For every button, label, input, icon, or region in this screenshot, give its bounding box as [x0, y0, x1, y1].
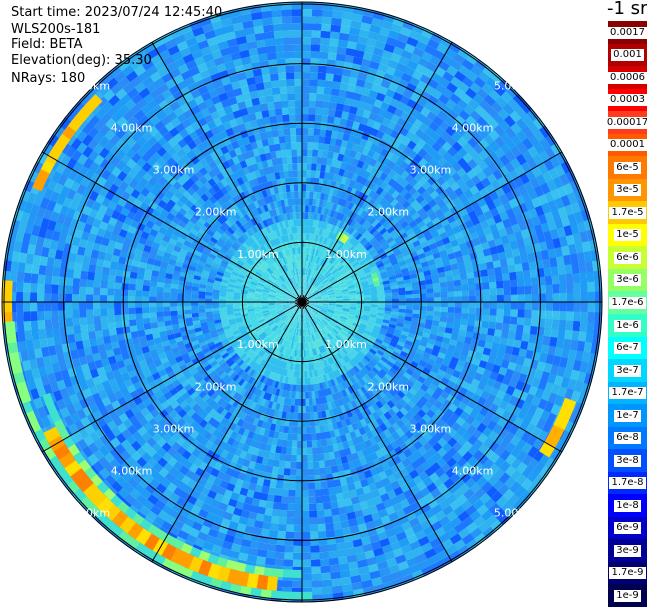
range-ring-label: 3.00km	[410, 422, 452, 435]
colorbar-level: 3e-6	[608, 268, 647, 292]
range-ring-label: 5.00km	[69, 79, 111, 92]
colorbar-level-label: 1.7e-9	[609, 567, 646, 580]
start-time-label: Start time: 2023/07/24 12:45:40	[11, 5, 223, 20]
colorbar-level: 1.7e-5	[608, 201, 647, 225]
colorbar-level: 6e-9	[608, 516, 647, 540]
range-ring-label: 2.00km	[195, 380, 237, 393]
colorbar-level-label: 1.7e-5	[609, 206, 646, 219]
colorbar-level-label: 3e-9	[614, 544, 641, 557]
range-ring-label: 2.00km	[195, 206, 237, 219]
colorbar-level-label: 3e-8	[614, 454, 641, 467]
colorbar-level-label: 6e-9	[614, 522, 641, 535]
range-ring-label: 4.00km	[111, 122, 153, 135]
elevation-label: Elevation(deg): 35.30	[11, 53, 152, 68]
range-ring-label: 2.00km	[368, 380, 410, 393]
colorbar-level: 6e-7	[608, 336, 647, 360]
colorbar-level-label: 1.7e-7	[609, 387, 646, 400]
colorbar-level-label: 0.0003	[608, 94, 647, 107]
range-ring-label: 4.00km	[111, 465, 153, 478]
azimuth-spoke	[301, 41, 453, 303]
colorbar-level: 1e-8	[608, 494, 647, 518]
range-ring-label: 3.00km	[410, 164, 452, 177]
colorbar-level-label: 6e-8	[614, 432, 641, 445]
range-ring-label: 1.00km	[237, 248, 279, 261]
range-ring-label: 1.00km	[325, 248, 367, 261]
colorbar-level-label: 0.00017	[604, 116, 647, 129]
colorbar-level-label: 1e-8	[614, 499, 641, 512]
range-ring-label: 3.00km	[153, 422, 195, 435]
colorbar-level-label: 1e-6	[614, 319, 641, 332]
colorbar-level-label: 0.0017	[608, 26, 647, 39]
colorbar-level-label: 1e-7	[614, 409, 641, 422]
range-ring-label: 1.00km	[237, 338, 279, 351]
colorbar-level-label: 6e-5	[614, 161, 641, 174]
azimuth-spoke	[301, 151, 563, 303]
nrays-label: NRays: 180	[11, 71, 86, 86]
colorbar-level: 1e-6	[608, 314, 647, 338]
colorbar-level: 0.0001	[608, 133, 647, 157]
range-ring-label: 2.00km	[368, 206, 410, 219]
colorbar-level: 1e-7	[608, 404, 647, 428]
colorbar-level: 1e-5	[608, 223, 647, 247]
range-ring-labels: 1.00km 1.00km 1.00km 1.00km 2.00km 2.00km 2.00…	[69, 79, 536, 519]
field-label: Field: BETA	[11, 37, 83, 52]
colorbar-level: 0.0003	[608, 88, 647, 112]
colorbar-level: 0.0006	[608, 66, 647, 90]
colorbar-level: 0.0017	[608, 21, 647, 45]
range-ring-label: 1.00km	[325, 338, 367, 351]
range-ring-label: 5.00km	[69, 507, 111, 520]
colorbar-level-label: 3e-6	[614, 274, 641, 287]
azimuth-spoke	[301, 301, 453, 563]
colorbar-level: 1e-9	[608, 584, 647, 607]
colorbar-level-label: 1.7e-6	[609, 296, 646, 309]
colorbar-level-label: 0.001	[611, 49, 644, 62]
colorbar-level: 3e-8	[608, 449, 647, 473]
colorbar-level: 0.001	[608, 43, 647, 67]
colorbar-level: 1.7e-8	[608, 471, 647, 495]
azimuth-spokes	[2, 2, 602, 602]
instrument-label: WLS200s-181	[11, 22, 101, 37]
colorbar-unit: -1 sr	[607, 0, 647, 19]
azimuth-spoke	[41, 151, 303, 303]
colorbar: 0.0017 0.001 0.0006 0.0003 0.00017 0.0001 6e-5…	[604, 21, 647, 607]
colorbar-level: 6e-5	[608, 156, 647, 180]
colorbar-level-label: 6e-7	[614, 342, 641, 355]
range-ring-label: 5.00km	[494, 507, 536, 520]
backscatter-field	[1, 1, 603, 603]
colorbar-level: 6e-6	[608, 246, 647, 270]
range-ring-label: 5.00km	[494, 79, 536, 92]
azimuth-spoke	[151, 301, 303, 563]
colorbar-level: 3e-9	[608, 539, 647, 563]
ppi-plot: 1.00km 1.00km 1.00km 1.00km 2.00km 2.00km 2.00…	[1, 1, 603, 603]
colorbar-level-label: 1e-5	[614, 229, 641, 242]
azimuth-spoke	[301, 301, 563, 453]
colorbar-level-label: 3e-5	[614, 184, 641, 197]
colorbar-level: 3e-7	[608, 359, 647, 383]
range-ring-label: 4.00km	[452, 122, 494, 135]
colorbar-level: 6e-8	[608, 426, 647, 450]
range-ring-label: 4.00km	[452, 465, 494, 478]
colorbar-level: 1.7e-6	[608, 291, 647, 315]
colorbar-level-label: 0.0006	[608, 71, 647, 84]
colorbar-level: 1.7e-7	[608, 381, 647, 405]
colorbar-level-label: 1.7e-8	[609, 477, 646, 490]
colorbar-level-label: 0.0001	[608, 139, 647, 152]
azimuth-spoke	[151, 41, 303, 303]
colorbar-level-label: 1e-9	[614, 589, 641, 602]
range-ring-label: 3.00km	[153, 164, 195, 177]
colorbar-level-label: 6e-6	[614, 251, 641, 264]
colorbar-level-label: 3e-7	[614, 364, 641, 377]
colorbar-level: 3e-5	[608, 178, 647, 202]
azimuth-spoke	[41, 301, 303, 453]
colorbar-level: 1.7e-9	[608, 561, 647, 585]
colorbar-level: 0.00017	[604, 111, 647, 135]
